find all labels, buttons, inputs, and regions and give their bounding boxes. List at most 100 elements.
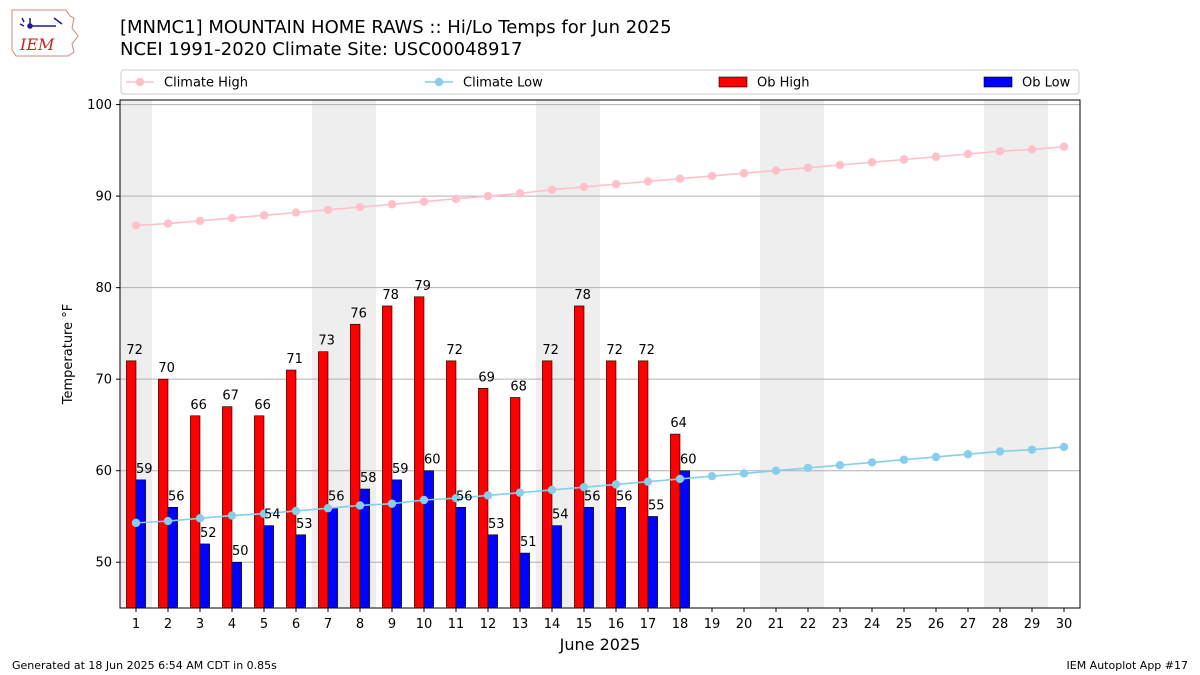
climate-low-point [419, 495, 429, 505]
climate-low-point [355, 501, 365, 510]
climate-high-point [899, 155, 909, 164]
climate-high-point [227, 213, 237, 223]
x-tick-label: 1 [132, 617, 140, 632]
ob-high-bar [446, 360, 457, 609]
climate-low-point [579, 482, 589, 492]
climate-low-point [1059, 442, 1069, 452]
climate-low-point [771, 466, 781, 475]
ob-low-bar [263, 525, 274, 609]
climate-high-point [515, 189, 525, 198]
ob-low-bar [199, 543, 210, 609]
climate-low-point [611, 480, 621, 489]
legend-marker [135, 77, 145, 87]
ob-low-label: 55 [648, 498, 665, 513]
weekend-band [984, 100, 1048, 608]
climate-high-point [355, 202, 365, 212]
climate-high-line [135, 145, 1065, 227]
x-tick-label: 30 [1056, 617, 1073, 632]
x-tick-label: 28 [992, 617, 1009, 632]
ob-low-bar [679, 470, 690, 609]
x-tick-label: 23 [832, 617, 849, 632]
y-axis-label: Temperature °F [61, 304, 76, 405]
climate-high-point [835, 160, 845, 170]
ob-high-bar [510, 397, 521, 609]
climate-high-point [803, 163, 813, 172]
climate-low-point [547, 485, 557, 495]
ob-high-bar [126, 360, 137, 609]
y-tick-label: 60 [95, 464, 112, 479]
plot-frame [119, 99, 1081, 609]
ob-low-bar [455, 507, 466, 609]
ob-high-bar [574, 305, 585, 609]
ob-high-label: 72 [542, 343, 559, 358]
logo-text: IEM [19, 35, 55, 54]
climate-high-point [259, 211, 269, 220]
ob-high-label: 68 [510, 379, 527, 394]
x-tick-label: 14 [544, 617, 561, 632]
y-tick-label: 70 [95, 373, 112, 388]
climate-low-point [803, 463, 813, 473]
x-tick-label: 25 [896, 617, 913, 632]
climate-low-point [995, 447, 1005, 456]
ob-low-label: 60 [424, 453, 441, 468]
ob-high-label: 70 [158, 361, 175, 376]
iem-logo: IEM [11, 9, 79, 57]
climate-high-point [771, 166, 781, 175]
legend-label: Ob High [757, 76, 810, 91]
climate-high-point [1027, 145, 1037, 154]
climate-low-point [739, 469, 749, 478]
x-tick-label: 21 [768, 617, 785, 632]
climate-high-point [995, 147, 1005, 156]
climate-low-point [707, 471, 717, 481]
ob-low-bar [327, 507, 338, 609]
x-tick-label: 6 [292, 617, 300, 632]
ob-high-label: 72 [606, 343, 623, 358]
y-tick-label: 100 [87, 98, 112, 113]
climate-low-point [323, 504, 333, 513]
legend-swatch [718, 76, 748, 88]
climate-high-point [547, 185, 557, 194]
ob-low-label: 53 [488, 517, 505, 532]
ob-low-label: 56 [584, 489, 601, 504]
x-tick-label: 18 [672, 617, 689, 632]
ob-high-bar [222, 406, 233, 609]
ob-low-label: 59 [136, 462, 153, 477]
ob-low-label: 56 [456, 489, 473, 504]
ob-high-label: 64 [670, 416, 687, 431]
x-tick-label: 8 [356, 617, 364, 632]
ob-low-bar [231, 561, 242, 609]
climate-low-point [451, 493, 461, 503]
ob-low-label: 60 [680, 453, 697, 468]
climate-low-point [259, 509, 269, 518]
x-tick-label: 9 [388, 617, 396, 632]
ob-high-label: 73 [318, 334, 335, 349]
ob-high-bar [158, 378, 169, 609]
ob-high-label: 78 [382, 288, 399, 303]
climate-high-point [675, 174, 685, 183]
climate-low-point [163, 516, 173, 526]
climate-low-point [931, 452, 941, 462]
ob-high-label: 66 [190, 398, 207, 413]
ob-low-bar [423, 470, 434, 609]
ob-high-label: 72 [126, 343, 143, 358]
app-label: IEM Autoplot App #17 [1066, 659, 1189, 672]
climate-high-point [451, 194, 461, 204]
climate-high-point [611, 180, 621, 189]
chart-title: [MNMC1] MOUNTAIN HOME RAWS :: Hi/Lo Temp… [120, 17, 672, 38]
climate-low-point [131, 518, 141, 528]
ob-low-label: 56 [168, 489, 185, 504]
ob-high-label: 79 [414, 279, 431, 294]
ob-low-label: 58 [360, 471, 377, 486]
climate-high-point [163, 219, 173, 228]
ob-low-bar [647, 516, 658, 609]
ob-low-bar [615, 507, 626, 609]
y-tick-label: 90 [95, 190, 112, 205]
generated-note: Generated at 18 Jun 2025 6:54 AM CDT in … [12, 659, 277, 672]
climate-low-point [675, 474, 685, 484]
y-tick-label: 50 [95, 556, 112, 571]
x-tick-label: 4 [228, 617, 236, 632]
climate-low-point [643, 477, 653, 486]
climate-high-point [291, 208, 301, 217]
ob-high-label: 69 [478, 370, 495, 385]
